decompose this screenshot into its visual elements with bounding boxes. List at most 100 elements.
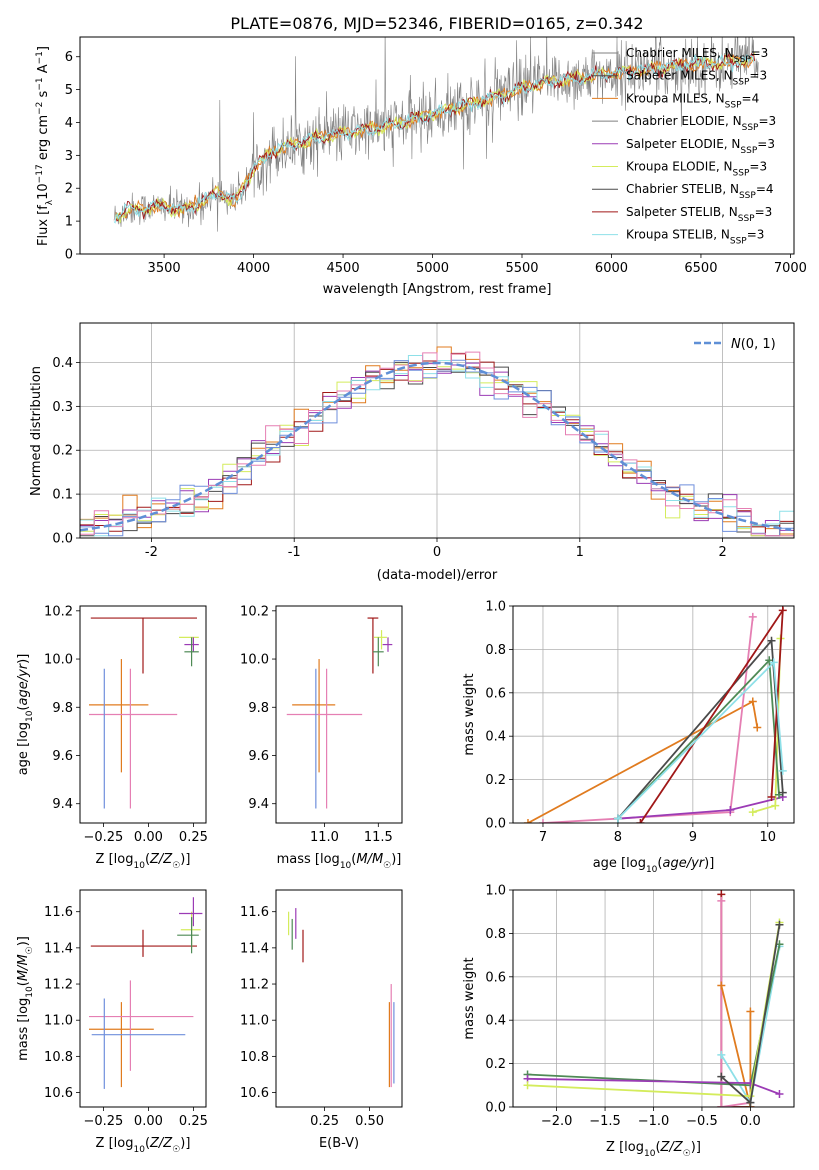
- age-weight-marker-salpeter_stelib: [636, 819, 645, 823]
- age-weight-marker-extra_pink: [748, 612, 757, 621]
- spectrum-ytick-label: 5: [65, 83, 73, 98]
- mass-age-ytick-label: 9.8: [248, 701, 269, 716]
- z-age-ytick-label: 10.2: [44, 604, 73, 619]
- age-weight-marker-salpeter_elodie: [726, 805, 735, 814]
- z-mass-point-salpeter_elodie: [179, 897, 203, 927]
- mass-age-plot-area: [286, 617, 393, 809]
- z-age-point-extra_green: [184, 637, 199, 667]
- legend-label-gaussian: N(0, 1): [731, 337, 776, 352]
- residuals-xtick-label: 2: [718, 545, 726, 560]
- z-weight-series-chabrier_stelib: [717, 920, 784, 1107]
- age-weight-marker-chabrier_stelib: [778, 788, 787, 797]
- residuals-xlabel: (data-model)/error: [377, 568, 498, 583]
- z-mass-ylabel: mass [log10(M/M☉)]: [16, 936, 35, 1061]
- ebv-mass-ytick-label: 11.6: [240, 905, 269, 920]
- z-mass-point-extra_pink: [89, 980, 194, 1071]
- mass-age-point-kroupa_elodie: [374, 630, 387, 650]
- residuals-axes: -2 -1 0 1 2 0.0 0.1 0.2 0.3 0.4 N(0, 1) (data-model…: [29, 322, 795, 583]
- age-weight-xtick-label: 10: [759, 830, 776, 845]
- z-age-axes: −0.25 0.00 0.25 9.4 9.6 9.8 10.0 10.2 Z [log10(Z…: [16, 604, 208, 871]
- mass-age-xlabel: mass [log10(M/M☉)]: [277, 852, 402, 871]
- z-weight-axes: −2.0 −1.5 −1.0 −0.5 0.0 0.0 0.2 0.4 0.6 0.8 1.0 Z […: [462, 884, 795, 1159]
- age-weight-marker-kroupa_miles: [753, 723, 762, 732]
- z-weight-xtick-label: −0.5: [686, 1114, 718, 1129]
- z-mass-point-extra_blue: [91, 998, 186, 1089]
- ebv-mass-ytick-label: 11.0: [240, 1014, 269, 1029]
- spectrum-model-kroupa_miles: [115, 54, 756, 219]
- z-weight-marker-kroupa_stelib: [717, 1050, 726, 1059]
- spectrum-ytick-label: 4: [65, 116, 73, 131]
- age-weight-series-kroupa_elodie: [748, 634, 785, 817]
- z-mass-xtick-label: 0.25: [179, 1114, 208, 1129]
- z-mass-ytick-label: 11.0: [44, 1014, 73, 1029]
- spectrum-frame: [79, 36, 795, 255]
- z-age-xlabel: Z [log10(Z/Z☉)]: [96, 852, 191, 871]
- age-weight-marker-kroupa_stelib: [778, 766, 787, 775]
- z-weight-xtick-label: −1.0: [638, 1114, 670, 1129]
- spectrum-model-kroupa_stelib: [113, 53, 755, 224]
- age-weight-marker-kroupa_elodie: [748, 808, 757, 817]
- z-mass-ytick-label: 10.6: [44, 1086, 73, 1101]
- spectrum-ytick-label: 6: [65, 50, 73, 65]
- residuals-ytick-label: 0.4: [52, 356, 73, 371]
- z-weight-ytick-label: 1.0: [485, 884, 506, 899]
- age-weight-xtick-label: 7: [539, 830, 547, 845]
- z-weight-xtick-label: −2.0: [541, 1114, 573, 1129]
- z-age-frame: [79, 605, 207, 824]
- legend-label-salpeter_stelib: Salpeter STELIB, NSSP=3: [626, 205, 772, 224]
- residuals-xtick-label: 1: [576, 545, 584, 560]
- spectrum-legend: Chabrier MILES, NSSP=3 Salpeter MILES, NS…: [592, 46, 776, 247]
- age-weight-marker-kroupa_stelib: [613, 814, 622, 823]
- z-age-ytick-label: 9.8: [52, 701, 73, 716]
- mass-age-frame: [275, 605, 403, 824]
- mass-age-point-extra_green: [372, 637, 384, 667]
- age-weight-series-salpeter_stelib: [636, 606, 787, 823]
- mass-age-ytick-label: 9.6: [248, 749, 269, 764]
- spectrum-xtick-label: 4000: [237, 261, 270, 276]
- age-weight-marker-kroupa_stelib: [769, 658, 778, 667]
- z-weight-frame: [512, 889, 795, 1108]
- age-weight-frame: [512, 605, 795, 824]
- z-age-xtick-label: 0.25: [179, 830, 208, 845]
- spectrum-xtick-label: 7000: [774, 261, 807, 276]
- age-weight-ytick-label: 0.0: [485, 817, 506, 832]
- age-weight-marker-salpeter_stelib: [778, 606, 787, 615]
- residuals-ytick-label: 0.3: [52, 400, 73, 415]
- z-mass-ytick-label: 10.8: [44, 1050, 73, 1065]
- z-age-point-extra_pink: [89, 668, 178, 809]
- z-weight-ytick-label: 0.6: [485, 970, 506, 985]
- ebv-mass-ytick-label: 11.4: [240, 941, 269, 956]
- residuals-ytick-label: 0.0: [52, 532, 73, 547]
- ebv-mass-frame: [275, 889, 403, 1108]
- ebv-mass-ytick-label: 10.6: [240, 1086, 269, 1101]
- z-age-ytick-label: 9.4: [52, 797, 73, 812]
- age-weight-xlabel: age [log10(age/yr)]: [593, 856, 715, 875]
- z-weight-marker-extra_pink: [717, 1103, 726, 1107]
- mass-age-ytick-label: 10.2: [240, 604, 269, 619]
- spectrum-ylabel: Flux [fλ10−17 erg cm−2 s−1 A−1]: [35, 46, 55, 246]
- z-age-xtick-label: 0.00: [134, 830, 163, 845]
- age-weight-marker-chabrier_stelib: [767, 636, 776, 645]
- z-weight-marker-chabrier_stelib: [717, 1072, 726, 1081]
- gaussian-curve: [80, 361, 792, 532]
- age-weight-ylabel: mass weight: [462, 673, 477, 755]
- spectrum-xtick-label: 5000: [416, 261, 449, 276]
- z-mass-xtick-label: −0.25: [83, 1114, 123, 1129]
- residuals-xtick-label: -2: [145, 545, 158, 560]
- z-mass-point-salpeter_stelib: [90, 929, 197, 957]
- z-mass-ytick-label: 11.2: [44, 978, 73, 993]
- mass-age-point-extra_pink: [286, 668, 363, 809]
- legend-label-kroupa_stelib: Kroupa STELIB, NSSP=3: [626, 228, 764, 247]
- residuals-xtick-label: -1: [288, 545, 301, 560]
- z-weight-ytick-label: 0.4: [485, 1014, 506, 1029]
- z-mass-plot-area: [89, 897, 203, 1089]
- spectrum-xtick-label: 5500: [505, 261, 538, 276]
- z-weight-xlabel: Z [log10(Z/Z☉)]: [606, 1140, 701, 1159]
- z-weight-marker-salpeter_elodie: [775, 1089, 784, 1098]
- age-weight-ytick-label: 0.2: [485, 773, 506, 788]
- z-weight-marker-kroupa_miles: [717, 981, 726, 990]
- z-weight-xtick-label: 0.0: [740, 1114, 761, 1129]
- z-mass-axes: −0.25 0.00 0.25 10.6 10.8 11.0 11.2 11.4 11.6 Z […: [16, 889, 208, 1155]
- residuals-ytick-label: 0.2: [52, 444, 73, 459]
